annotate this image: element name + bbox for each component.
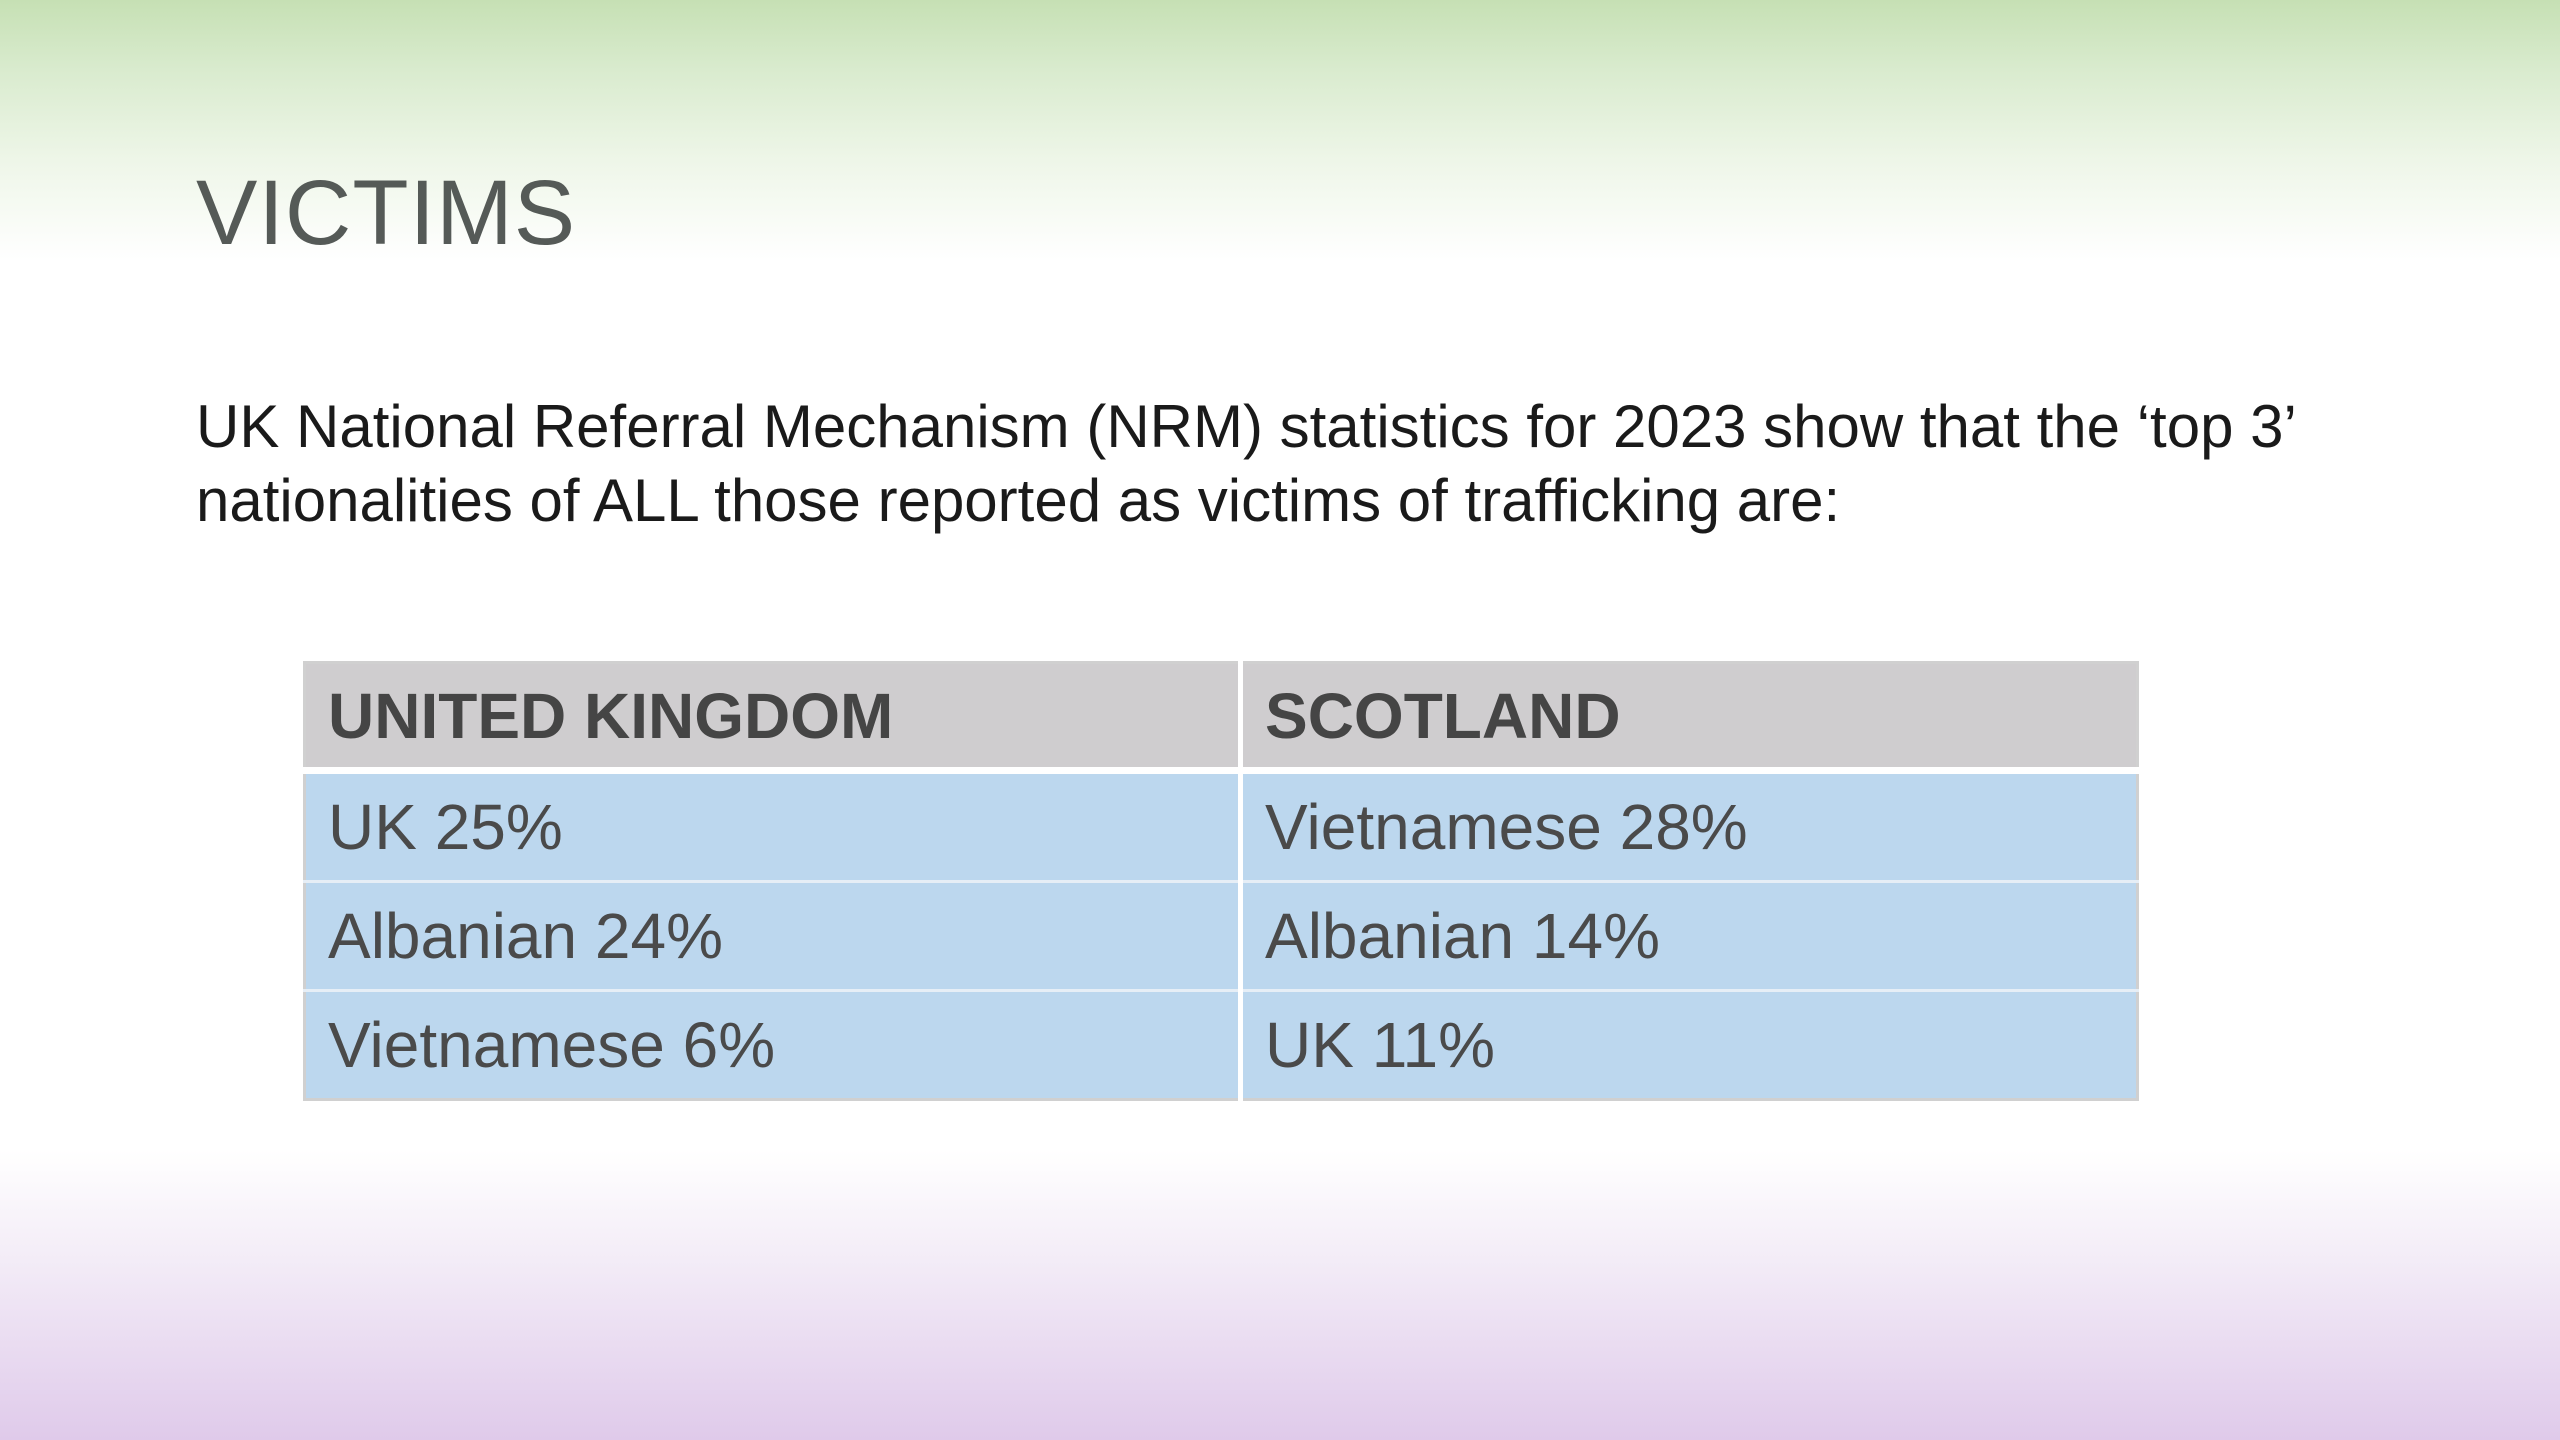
table-row: Vietnamese 6% UK 11% <box>304 989 2138 1100</box>
intro-paragraph: UK National Referral Mechanism (NRM) sta… <box>196 390 2456 538</box>
intro-line-2: nationalities of ALL those reported as v… <box>196 467 1841 534</box>
nationalities-table: UNITED KINGDOM SCOTLAND UK 25% Vietnames… <box>303 661 2139 1101</box>
table-cell: Vietnamese 6% <box>304 989 1241 1100</box>
header-scotland: SCOTLAND <box>1238 662 2138 774</box>
table-cell: Vietnamese 28% <box>1238 769 2138 882</box>
table-cell: UK 11% <box>1238 989 2138 1100</box>
table-row: Albanian 24% Albanian 14% <box>304 880 2138 991</box>
table-row: UK 25% Vietnamese 28% <box>304 769 2138 882</box>
intro-line-1: UK National Referral Mechanism (NRM) sta… <box>196 393 2297 460</box>
table-header-row: UNITED KINGDOM SCOTLAND <box>304 662 2138 774</box>
table-cell: Albanian 14% <box>1238 880 2138 991</box>
header-united-kingdom: UNITED KINGDOM <box>304 662 1241 774</box>
slide-title: VICTIMS <box>196 162 577 264</box>
table-cell: Albanian 24% <box>304 880 1241 991</box>
table-cell: UK 25% <box>304 769 1241 882</box>
